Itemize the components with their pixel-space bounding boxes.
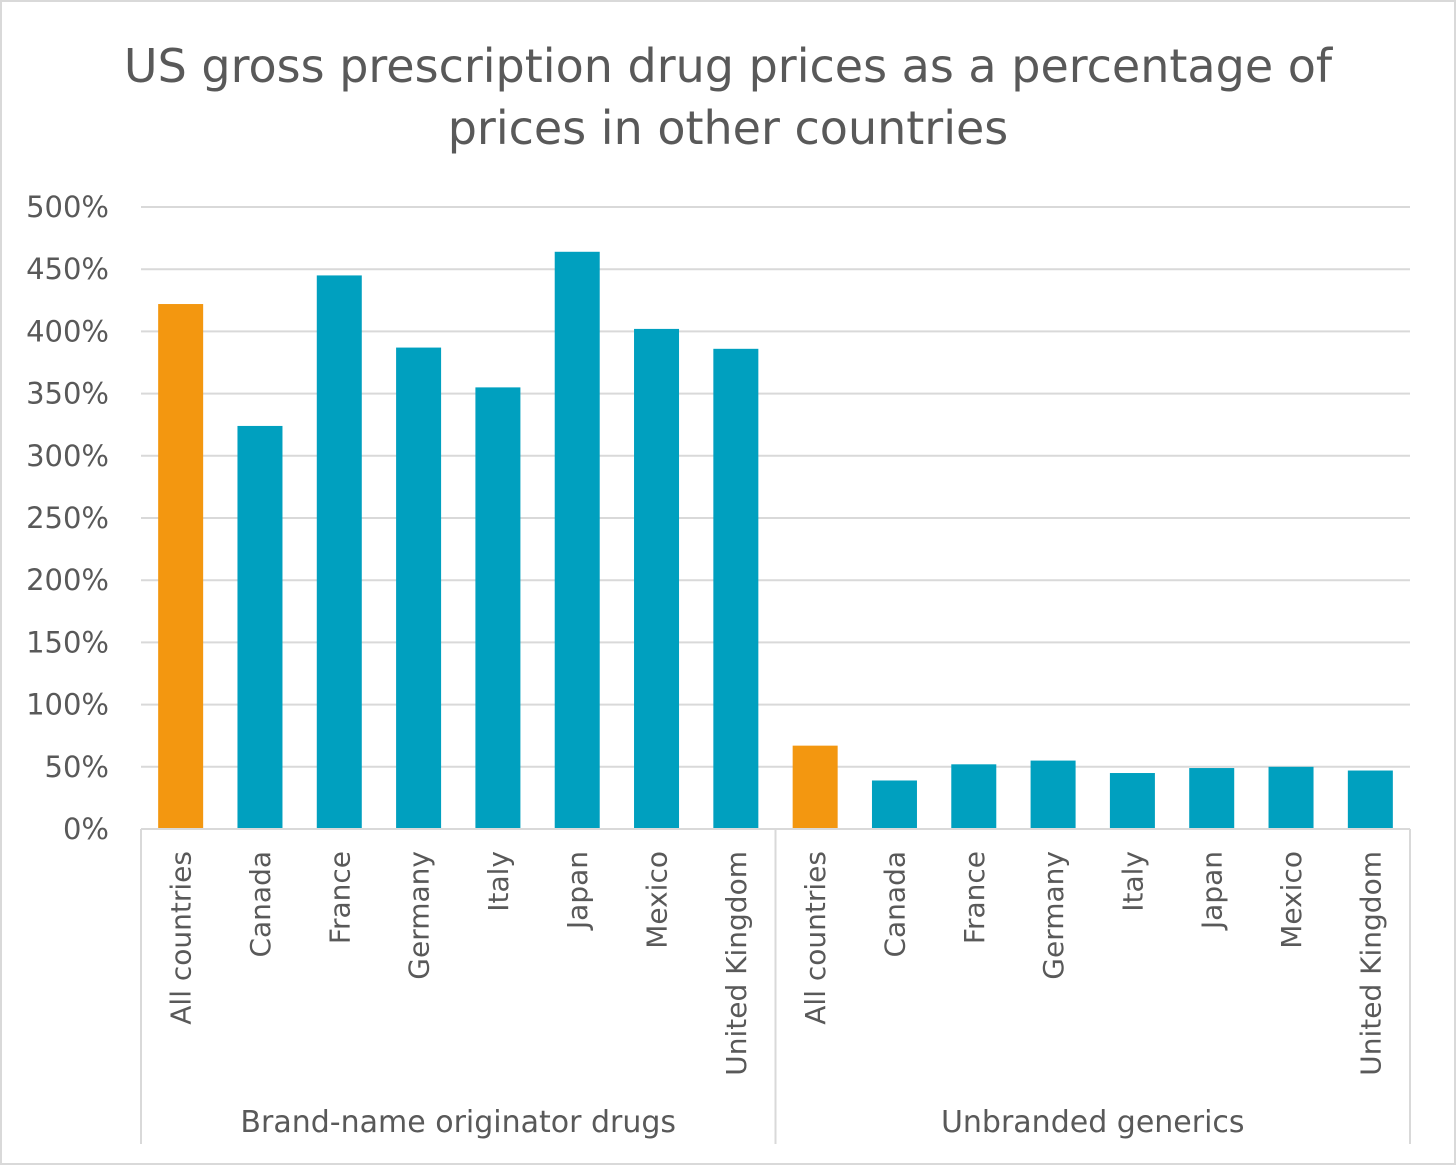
x-category-label: United Kingdom	[1354, 851, 1387, 1076]
bar	[316, 275, 362, 829]
x-category-label: All countries	[165, 851, 198, 1025]
y-tick-label: 400%	[26, 314, 109, 348]
group-label: Unbranded generics	[941, 1105, 1245, 1140]
bar	[1109, 773, 1155, 829]
x-category-label: Italy	[482, 851, 515, 912]
category-labels: All countries Canada France Germany Italy Jap…	[165, 851, 1388, 1076]
chart-title-line-1: US gross prescription drug prices as a p…	[124, 39, 1334, 93]
y-tick-label: 0%	[63, 812, 109, 846]
x-category-label: France	[323, 851, 356, 944]
x-category-label: Japan	[561, 851, 594, 931]
bar	[713, 348, 759, 829]
bar	[396, 347, 442, 829]
y-tick-label: 100%	[26, 688, 109, 722]
x-category-label: Canada	[244, 851, 277, 958]
y-tick-label: 50%	[45, 750, 109, 784]
y-tick-label: 350%	[26, 377, 109, 411]
group-label: Brand-name originator drugs	[240, 1105, 676, 1140]
x-category-label: Germany	[1037, 851, 1070, 980]
bar	[554, 251, 600, 829]
x-category-label: Japan	[1196, 851, 1229, 931]
x-category-label: United Kingdom	[720, 851, 753, 1076]
x-axis	[140, 828, 1411, 1144]
x-category-label: All countries	[799, 851, 832, 1025]
bar	[792, 745, 838, 829]
bars	[158, 251, 1393, 830]
x-category-label: Germany	[403, 851, 436, 980]
bar	[1030, 760, 1076, 829]
bar	[1189, 768, 1235, 829]
group-labels: Brand-name originator drugs Unbranded gen…	[240, 1105, 1244, 1140]
x-category-label: Italy	[1116, 851, 1149, 912]
x-category-label: Mexico	[1275, 851, 1308, 949]
y-axis-ticks: 0% 50% 100% 150% 200% 250% 300% 350% 400% 450% 500…	[26, 190, 109, 846]
y-tick-label: 150%	[26, 625, 109, 659]
bar	[1268, 766, 1314, 829]
y-tick-label: 250%	[26, 501, 109, 535]
y-tick-label: 200%	[26, 563, 109, 597]
y-tick-label: 450%	[26, 252, 109, 286]
y-tick-label: 500%	[26, 190, 109, 224]
bar	[475, 387, 521, 829]
y-tick-label: 300%	[26, 439, 109, 473]
bar	[158, 304, 204, 830]
x-category-label: Mexico	[641, 851, 674, 949]
chart-title-line-2: prices in other countries	[448, 101, 1009, 155]
bar	[951, 764, 997, 829]
bar	[1347, 770, 1393, 829]
x-category-label: France	[958, 851, 991, 944]
x-category-label: Canada	[878, 851, 911, 958]
bar	[871, 780, 917, 829]
bar	[237, 425, 283, 829]
bar	[634, 328, 680, 829]
